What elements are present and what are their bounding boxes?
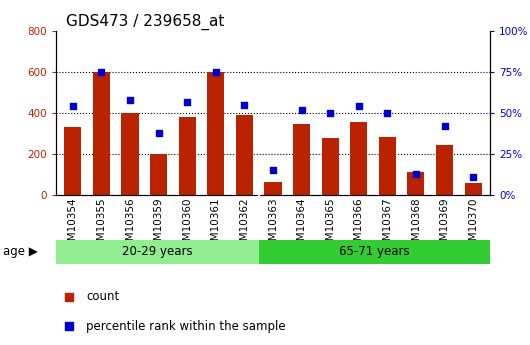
Bar [464, 183, 482, 195]
Text: GSM10363: GSM10363 [268, 197, 278, 254]
Point [440, 124, 449, 129]
Text: GSM10368: GSM10368 [411, 197, 421, 254]
Point [326, 110, 334, 116]
Bar [207, 72, 224, 195]
Text: age ▶: age ▶ [3, 245, 38, 258]
Bar [150, 154, 167, 195]
Text: 20-29 years: 20-29 years [122, 245, 192, 258]
Point [183, 99, 191, 104]
Bar [64, 127, 82, 195]
Point [387, 167, 396, 172]
Bar [379, 137, 396, 195]
Point [126, 97, 134, 103]
Text: GSM10356: GSM10356 [125, 197, 135, 254]
Text: GSM10364: GSM10364 [297, 197, 306, 254]
Bar [350, 122, 367, 195]
Point [383, 110, 392, 116]
Text: count: count [86, 290, 119, 303]
Text: GSM10360: GSM10360 [182, 197, 192, 254]
Text: GSM10354: GSM10354 [68, 197, 78, 254]
Text: GSM10355: GSM10355 [96, 197, 107, 254]
Text: GSM10361: GSM10361 [211, 197, 221, 254]
Text: 65-71 years: 65-71 years [339, 245, 410, 258]
Bar [93, 72, 110, 195]
Point [68, 104, 77, 109]
Text: GSM10367: GSM10367 [382, 197, 392, 254]
Text: GSM10365: GSM10365 [325, 197, 335, 254]
Bar [179, 117, 196, 195]
Point [97, 69, 105, 75]
Text: GSM10370: GSM10370 [468, 197, 478, 254]
Point [297, 107, 306, 112]
Point [412, 171, 420, 176]
Bar [236, 115, 253, 195]
Point [269, 168, 277, 173]
Bar [293, 124, 310, 195]
Point [211, 69, 220, 75]
Text: GSM10359: GSM10359 [154, 197, 164, 254]
Text: GDS473 / 239658_at: GDS473 / 239658_at [66, 14, 225, 30]
Bar [436, 145, 453, 195]
Text: percentile rank within the sample: percentile rank within the sample [86, 319, 286, 333]
Text: GSM10369: GSM10369 [439, 197, 449, 254]
Point [469, 174, 478, 180]
Bar [264, 181, 281, 195]
Bar [322, 138, 339, 195]
Point [240, 102, 249, 108]
Bar [121, 113, 138, 195]
Bar [408, 172, 425, 195]
Point [355, 104, 363, 109]
Bar [56, 240, 259, 264]
Point [154, 130, 163, 136]
Text: GSM10366: GSM10366 [354, 197, 364, 254]
Bar [259, 240, 490, 264]
Text: GSM10362: GSM10362 [240, 197, 249, 254]
